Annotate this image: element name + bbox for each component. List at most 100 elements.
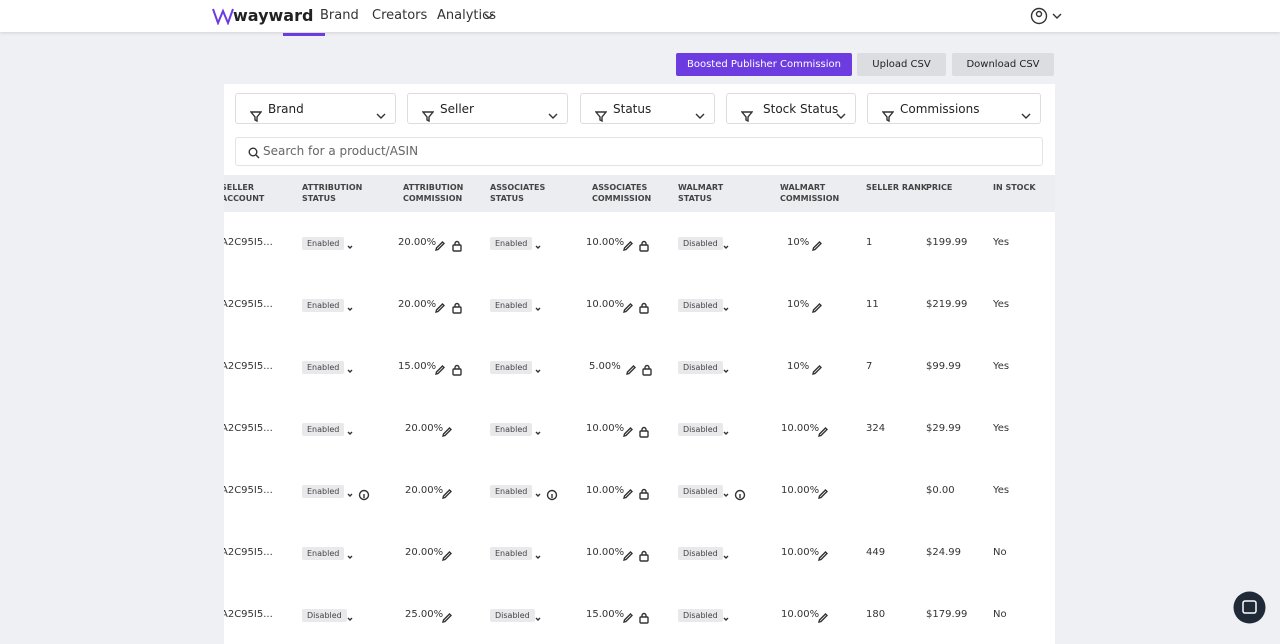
- edit-icon[interactable]: [622, 609, 634, 628]
- status-chevron[interactable]: [720, 300, 732, 319]
- status-pill[interactable]: Enabled: [490, 237, 533, 250]
- status-chevron[interactable]: [344, 424, 356, 443]
- filter-dropdown[interactable]: Seller: [407, 93, 568, 124]
- lock-icon[interactable]: [451, 237, 463, 256]
- upload-button[interactable]: Upload CSV: [857, 53, 946, 76]
- status-pill[interactable]: Disabled: [678, 485, 723, 498]
- edit-icon[interactable]: [434, 361, 446, 380]
- filter-chevron[interactable]: [694, 103, 706, 134]
- account-menu[interactable]: [1030, 7, 1066, 25]
- lock-icon[interactable]: [638, 609, 650, 628]
- nav-link[interactable]: Creators: [372, 8, 428, 23]
- filter-chevron[interactable]: [835, 103, 847, 134]
- filter-icon[interactable]: [421, 103, 435, 134]
- edit-icon[interactable]: [811, 237, 823, 256]
- lock-icon[interactable]: [638, 423, 650, 442]
- status-pill[interactable]: Disabled: [302, 609, 347, 622]
- edit-icon[interactable]: [817, 609, 829, 628]
- edit-icon[interactable]: [811, 299, 823, 318]
- status-chevron[interactable]: [532, 486, 544, 505]
- status-pill[interactable]: Enabled: [302, 361, 345, 374]
- status-pill[interactable]: Enabled: [490, 423, 533, 436]
- filter-chevron[interactable]: [1020, 103, 1032, 134]
- status-chevron[interactable]: [344, 238, 356, 257]
- lock-icon[interactable]: [638, 547, 650, 566]
- status-pill[interactable]: Disabled: [490, 609, 535, 622]
- info-icon[interactable]: [358, 486, 370, 505]
- status-chevron[interactable]: [344, 362, 356, 381]
- status-chevron[interactable]: [720, 424, 732, 443]
- status-pill[interactable]: Enabled: [490, 547, 533, 560]
- status-chevron[interactable]: [720, 486, 732, 505]
- info-icon[interactable]: [546, 486, 558, 505]
- boosted-button[interactable]: Boosted Publisher Commission: [676, 53, 852, 76]
- info-icon[interactable]: [734, 486, 746, 505]
- edit-icon[interactable]: [817, 423, 829, 442]
- status-pill[interactable]: Enabled: [302, 547, 345, 560]
- edit-icon[interactable]: [622, 299, 634, 318]
- lock-icon[interactable]: [641, 361, 653, 380]
- edit-icon[interactable]: [811, 361, 823, 380]
- filter-icon[interactable]: [594, 103, 608, 134]
- status-pill[interactable]: Disabled: [678, 361, 723, 374]
- status-pill[interactable]: Enabled: [490, 485, 533, 498]
- status-pill[interactable]: Enabled: [302, 485, 345, 498]
- nav-link[interactable]: Analytics: [437, 8, 497, 23]
- edit-icon[interactable]: [434, 299, 446, 318]
- status-pill[interactable]: Disabled: [678, 547, 723, 560]
- nav-link[interactable]: Brand: [320, 8, 359, 23]
- lock-icon[interactable]: [451, 299, 463, 318]
- status-pill[interactable]: Enabled: [490, 299, 533, 312]
- lock-icon[interactable]: [638, 299, 650, 318]
- status-pill[interactable]: Enabled: [302, 423, 345, 436]
- search-input[interactable]: Search for a product/ASIN: [235, 137, 1043, 166]
- edit-icon[interactable]: [441, 423, 453, 442]
- edit-icon[interactable]: [622, 485, 634, 504]
- edit-icon[interactable]: [441, 609, 453, 628]
- edit-icon[interactable]: [817, 547, 829, 566]
- status-pill[interactable]: Disabled: [678, 609, 723, 622]
- chat-button[interactable]: [1233, 591, 1266, 624]
- filter-dropdown[interactable]: Status: [580, 93, 715, 124]
- filter-dropdown[interactable]: Brand: [235, 93, 396, 124]
- status-pill[interactable]: Enabled: [302, 299, 345, 312]
- status-chevron[interactable]: [532, 238, 544, 257]
- filter-icon[interactable]: [881, 103, 895, 134]
- lock-icon[interactable]: [638, 237, 650, 256]
- edit-icon[interactable]: [441, 547, 453, 566]
- lock-icon[interactable]: [638, 485, 650, 504]
- status-chevron[interactable]: [532, 424, 544, 443]
- edit-icon[interactable]: [622, 547, 634, 566]
- status-chevron[interactable]: [532, 610, 544, 629]
- filter-dropdown[interactable]: Commissions: [867, 93, 1041, 124]
- status-chevron[interactable]: [720, 362, 732, 381]
- status-pill[interactable]: Disabled: [678, 237, 723, 250]
- status-chevron[interactable]: [720, 548, 732, 567]
- filter-dropdown[interactable]: Stock Status: [726, 93, 856, 124]
- status-chevron[interactable]: [532, 300, 544, 319]
- status-chevron[interactable]: [720, 238, 732, 257]
- status-chevron[interactable]: [344, 486, 356, 505]
- status-chevron[interactable]: [344, 610, 356, 629]
- filter-icon[interactable]: [249, 103, 263, 134]
- status-chevron[interactable]: [532, 362, 544, 381]
- edit-icon[interactable]: [434, 237, 446, 256]
- status-chevron[interactable]: [344, 548, 356, 567]
- filter-chevron[interactable]: [547, 103, 559, 134]
- status-chevron[interactable]: [344, 300, 356, 319]
- edit-icon[interactable]: [441, 485, 453, 504]
- status-pill[interactable]: Enabled: [302, 237, 345, 250]
- edit-icon[interactable]: [622, 423, 634, 442]
- edit-icon[interactable]: [622, 237, 634, 256]
- status-pill[interactable]: Enabled: [490, 361, 533, 374]
- download-button[interactable]: Download CSV: [952, 53, 1054, 76]
- status-chevron[interactable]: [720, 610, 732, 629]
- filter-icon[interactable]: [740, 103, 754, 134]
- filter-chevron[interactable]: [375, 103, 387, 134]
- status-pill[interactable]: Disabled: [678, 299, 723, 312]
- status-pill[interactable]: Disabled: [678, 423, 723, 436]
- lock-icon[interactable]: [451, 361, 463, 380]
- status-chevron[interactable]: [532, 548, 544, 567]
- edit-icon[interactable]: [625, 361, 637, 380]
- edit-icon[interactable]: [817, 485, 829, 504]
